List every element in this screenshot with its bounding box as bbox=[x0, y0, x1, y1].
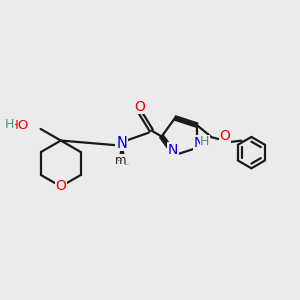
Text: H: H bbox=[5, 118, 14, 131]
Text: N: N bbox=[168, 143, 178, 157]
Text: methyl: methyl bbox=[118, 160, 123, 161]
Text: H: H bbox=[200, 136, 210, 148]
Text: O: O bbox=[56, 179, 66, 194]
Text: HO: HO bbox=[9, 119, 29, 132]
Text: O: O bbox=[134, 100, 145, 114]
Text: O: O bbox=[220, 129, 231, 143]
Text: N: N bbox=[194, 136, 204, 150]
Text: methyl: methyl bbox=[125, 164, 130, 165]
Text: N: N bbox=[116, 136, 127, 151]
Text: m: m bbox=[115, 154, 126, 167]
